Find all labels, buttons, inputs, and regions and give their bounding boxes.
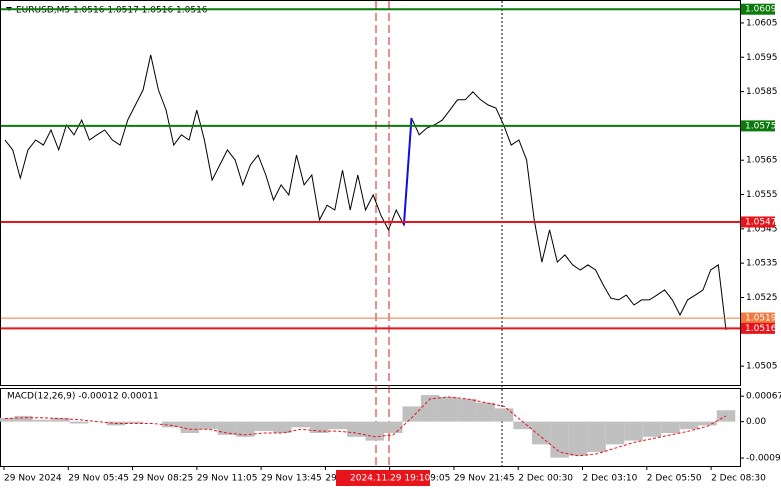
- macd-bar: [587, 421, 606, 452]
- macd-bar: [0, 417, 15, 422]
- macd-bar: [679, 421, 699, 430]
- y-tick-label: 0.00067: [746, 392, 781, 402]
- macd-bar: [347, 421, 366, 437]
- price-panel: [0, 0, 741, 386]
- x-tick-label: 2 Dec 03:10: [583, 474, 638, 484]
- y-tick-label: 0.00: [746, 417, 766, 427]
- macd-bar: [605, 421, 625, 445]
- macd-bar: [624, 421, 643, 441]
- macd-bar: [14, 415, 33, 422]
- x-tick-label: 29 Nov 13:45: [261, 474, 322, 484]
- y-tick-label: 1.0505: [746, 362, 778, 372]
- macd-bar: [310, 421, 329, 433]
- level-label-box: [741, 312, 775, 324]
- macd-bar: [661, 421, 680, 433]
- x-tick-label: 29 Nov 2024: [4, 474, 62, 484]
- signal-line: [4, 396, 727, 457]
- y-tick-label: 1.0585: [746, 87, 778, 97]
- macd-bar: [162, 421, 181, 428]
- macd-bar: [32, 419, 52, 422]
- level-label-box: [741, 3, 775, 15]
- macd-bar: [494, 408, 514, 422]
- macd-panel: [0, 388, 741, 467]
- cursor-label-box: [336, 470, 430, 486]
- macd-bar: [125, 421, 144, 424]
- x-tick-label: 29 Nov 11:05: [197, 474, 258, 484]
- level-label: 1.0609: [745, 5, 777, 15]
- y-tick-label: 1.0545: [746, 224, 778, 234]
- macd-bar: [291, 421, 311, 428]
- x-tick-label: 29 Nov 05:45: [68, 474, 129, 484]
- level-label-box: [741, 120, 775, 132]
- y-tick-label: 1.0595: [746, 53, 778, 63]
- macd-bar: [383, 421, 403, 433]
- macd-bar: [420, 395, 440, 422]
- macd-bar: [236, 421, 255, 437]
- x-tick-label: 29 Nov 08:25: [133, 474, 194, 484]
- y-tick-label: 1.0525: [746, 293, 778, 303]
- y-tick-label: 1.0535: [746, 259, 778, 269]
- cursor-label: 2024.11.29 19:10: [350, 474, 431, 484]
- macd-bar: [199, 421, 218, 430]
- macd-bar: [69, 421, 89, 424]
- macd-bar: [51, 417, 70, 422]
- level-label: 1.0575: [745, 121, 777, 131]
- level-label: 1.0519: [745, 314, 777, 324]
- y-tick-label: 1.0565: [746, 156, 778, 166]
- price-title: EURUSD,M5 1.0516 1.0517 1.0516 1.0516: [16, 6, 208, 16]
- y-tick-label: 1.0605: [746, 18, 778, 28]
- price-line: [4, 54, 727, 331]
- macd-bar: [568, 421, 588, 456]
- macd-bar: [513, 421, 532, 430]
- price-line: [402, 117, 413, 226]
- level-label: 1.0547: [745, 217, 777, 227]
- x-tick-label: 2 Dec 05:50: [647, 474, 702, 484]
- level-label-box: [741, 216, 775, 228]
- level-label: 1.0516: [745, 324, 777, 334]
- macd-bar: [217, 421, 237, 435]
- macd-bar: [642, 421, 662, 437]
- macd-bar: [365, 421, 384, 441]
- macd-bar: [550, 421, 569, 458]
- x-tick-label: 2 Dec 00:30: [518, 474, 573, 484]
- macd-bar: [457, 398, 477, 422]
- macd-bar: [328, 421, 348, 430]
- macd-title: MACD(12,26,9) -0.00012 0.00011: [7, 392, 159, 402]
- macd-bar: [273, 421, 292, 433]
- level-label-box: [741, 322, 775, 334]
- y-tick-label: -0.00096: [746, 454, 781, 464]
- y-tick-label: 1.0555: [746, 190, 778, 200]
- macd-bar: [698, 421, 717, 426]
- macd-bar: [439, 396, 458, 422]
- macd-bar: [402, 406, 421, 422]
- macd-bar: [254, 421, 274, 432]
- macd-bar: [531, 421, 551, 445]
- x-tick-label: 29 Nov 21:45: [454, 474, 515, 484]
- macd-bar: [180, 421, 200, 433]
- macd-bar: [476, 402, 495, 422]
- x-tick-label: 2 Dec 08:30: [711, 474, 766, 484]
